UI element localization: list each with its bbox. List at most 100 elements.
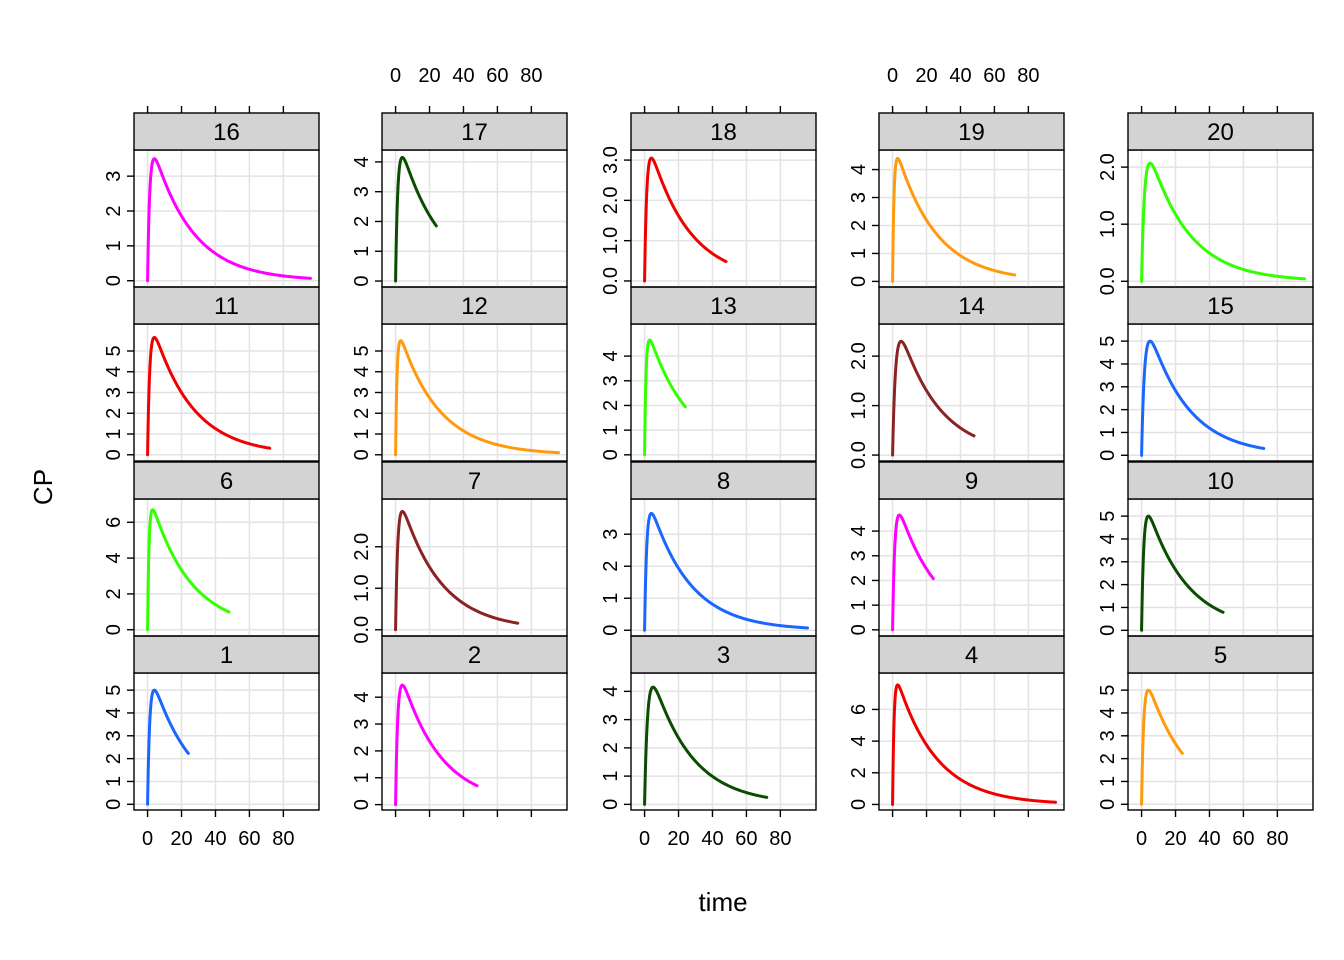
series-line-2: [394, 683, 479, 807]
y-tick-label: 3: [600, 529, 622, 540]
y-tick-label: 3: [351, 186, 373, 197]
panel-16: 16 0 1 2 3: [103, 106, 320, 288]
y-tick-label: 4: [600, 351, 622, 362]
series-line-13: [643, 338, 687, 457]
y-tick-label: 1: [1097, 776, 1119, 787]
strip: [630, 635, 817, 674]
gridlines: [879, 499, 1064, 636]
strip-label: 20: [1207, 119, 1234, 146]
y-tick-label: 3: [351, 718, 373, 729]
x-tick-label: 0: [887, 65, 898, 87]
y-tick-label: 2: [848, 220, 870, 231]
strip: [1127, 286, 1314, 325]
x-tick-label: 40: [949, 65, 971, 87]
x-axis: [891, 810, 1030, 817]
x-tick-label: 60: [238, 828, 260, 850]
y-tick-label: 4: [103, 366, 125, 377]
series-line-11: [146, 336, 272, 457]
x-tick-label: 40: [452, 65, 474, 87]
gridlines: [1128, 150, 1313, 287]
x-tick-label: 40: [1198, 828, 1220, 850]
strip: [133, 461, 320, 500]
x-tick-label: 60: [735, 828, 757, 850]
y-tick-label: 1: [351, 246, 373, 257]
strip-label: 19: [958, 119, 985, 146]
y-tick-label: 6: [103, 517, 125, 528]
series-line-10: [1140, 514, 1225, 632]
y-axis: 0 1 2 3 4 5: [1097, 511, 1128, 636]
y-tick-label: 3: [103, 387, 125, 398]
strip-label: 7: [468, 468, 481, 495]
y-axis: 0.0 1.0 2.0 3.0: [600, 146, 631, 295]
strip-label: 15: [1207, 293, 1234, 320]
y-tick-label: 0: [103, 799, 125, 810]
y-tick-label: 0: [351, 275, 373, 286]
strip: [1127, 635, 1314, 674]
y-tick-label: 0.0: [351, 616, 373, 644]
strip: [133, 112, 320, 151]
strip-label: 3: [717, 642, 730, 669]
y-tick-label: 1: [103, 776, 125, 787]
y-axis: 0 2 4 6: [103, 517, 134, 635]
panel-frame: [878, 149, 1065, 288]
y-tick-label: 2: [848, 767, 870, 778]
y-tick-label: 0: [848, 624, 870, 635]
strip: [630, 286, 817, 325]
panel-frame: [1127, 323, 1314, 462]
series-line-14: [891, 339, 976, 457]
y-tick-label: 4: [600, 686, 622, 697]
y-tick-label: 1: [600, 425, 622, 436]
y-axis: 0 1 2 3: [600, 529, 631, 636]
panel-frame: [1127, 672, 1314, 811]
y-tick-label: 3: [600, 375, 622, 386]
y-tick-label: 1: [351, 428, 373, 439]
x-tick-label: 20: [915, 65, 937, 87]
gridlines: [879, 150, 1064, 287]
y-tick-label: 4: [848, 526, 870, 537]
strip: [878, 635, 1065, 674]
series-line-15: [1140, 339, 1266, 457]
y-tick-label: 3.0: [600, 146, 622, 174]
strip: [630, 461, 817, 500]
y-tick-label: 2.0: [848, 342, 870, 370]
x-tick-label: 80: [1017, 65, 1039, 87]
y-tick-label: 1: [351, 772, 373, 783]
strip-label: 1: [220, 642, 233, 669]
y-axis: 0 2 4 6: [848, 704, 879, 810]
y-tick-label: 4: [351, 156, 373, 167]
y-tick-label: 0.0: [600, 267, 622, 295]
y-tick-label: 2: [1097, 404, 1119, 415]
y-tick-label: 4: [351, 692, 373, 703]
y-axis: 0 1 2 3 4 5: [1097, 685, 1128, 810]
y-tick-label: 0.0: [848, 441, 870, 469]
y-tick-label: 2: [600, 400, 622, 411]
series-line-8: [643, 511, 810, 632]
y-tick-label: 5: [1097, 685, 1119, 696]
x-axis: [146, 106, 285, 113]
panel-frame: [381, 498, 568, 637]
series-line-17: [394, 155, 438, 283]
y-axis: 0.0 1.0 2.0: [351, 533, 382, 644]
series-line-6: [146, 508, 231, 632]
x-tick-label: 0: [390, 65, 401, 87]
x-axis: 0 20 40 60 80: [639, 810, 791, 850]
y-tick-label: 1: [103, 240, 125, 251]
x-axis: 0 20 40 60 80: [142, 810, 294, 850]
strip-label: 11: [214, 293, 239, 320]
y-tick-label: 4: [351, 366, 373, 377]
strip-label: 8: [717, 468, 730, 495]
y-tick-label: 1: [848, 600, 870, 611]
y-tick-label: 1: [600, 771, 622, 782]
x-axis-title: time: [698, 887, 747, 917]
strip: [1127, 461, 1314, 500]
gridlines: [631, 673, 816, 810]
y-tick-label: 3: [848, 550, 870, 561]
series-line-5: [1140, 688, 1184, 806]
x-tick-label: 0: [639, 828, 650, 850]
y-tick-label: 2: [103, 588, 125, 599]
x-tick-label: 80: [769, 828, 791, 850]
strip-label: 10: [1207, 468, 1234, 495]
y-axis: 0 1 2 3 4 5: [103, 345, 134, 460]
